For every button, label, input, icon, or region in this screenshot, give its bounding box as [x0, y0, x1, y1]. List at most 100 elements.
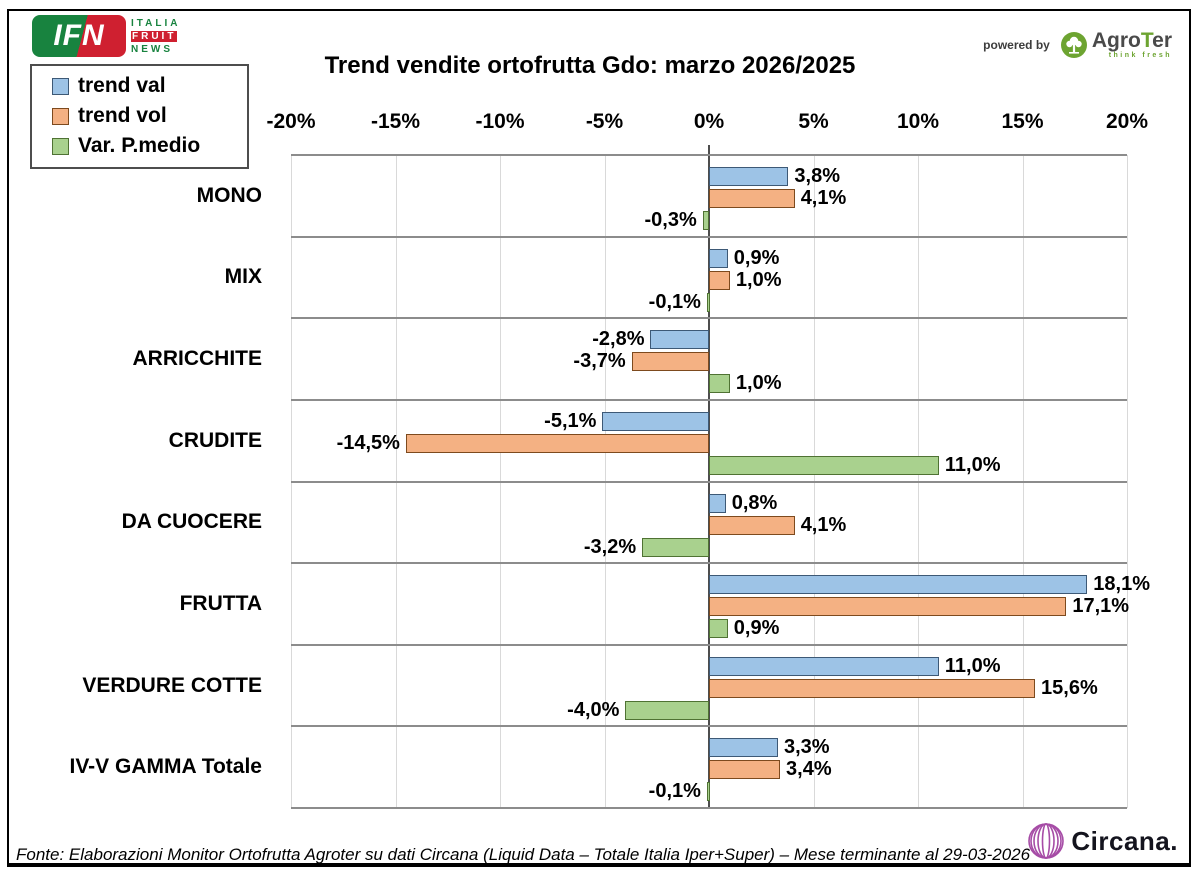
category-label: MIX	[224, 265, 262, 289]
row-separator	[291, 562, 1127, 565]
plot-area: 3,8% 4,1% -0,3% 0,9% 1,0% -0,1% -2,8% -3,7% 1,0%…	[291, 145, 1150, 809]
bar-value-label: 15,6%	[1041, 676, 1098, 699]
footer-source: Fonte: Elaborazioni Monitor Ortofrutta A…	[16, 845, 1031, 864]
circana-rings-icon	[1028, 823, 1065, 859]
bar-value-label: 3,4%	[786, 758, 832, 781]
axis-tick-label: -15%	[370, 110, 421, 133]
axis-tick-label: -10%	[475, 110, 525, 133]
category-label: CRUDITE	[168, 428, 262, 452]
legend-label: Var. P.medio	[78, 134, 201, 157]
category-label: IV-V GAMMA Totale	[69, 755, 262, 779]
axis-tick-label: 15%	[1001, 110, 1044, 133]
agroter-tree-icon	[1060, 31, 1087, 58]
powered-by: powered by AgroTer think fresh	[983, 30, 1172, 59]
bar-value-label: 0,9%	[733, 246, 780, 269]
bar-value-label: 4,1%	[800, 513, 847, 536]
bar-trend-val	[709, 575, 1088, 595]
bar-var-p-medio	[706, 292, 710, 312]
bar-value-label: 4,1%	[800, 187, 847, 209]
bar-trend-vol	[631, 352, 709, 372]
category-label: FRUTTA	[179, 591, 262, 615]
agroter-logo: AgroTer think fresh	[1060, 30, 1172, 59]
circana-logo: Circana.	[1027, 820, 1178, 862]
legend: trend val trend vol Var. P.medio	[30, 64, 249, 169]
axis-tick-label: 20%	[1105, 110, 1149, 133]
row-separator	[291, 643, 1127, 646]
agroter-name: AgroTer	[1091, 29, 1172, 52]
circana-wordmark: Circana.	[1071, 825, 1178, 856]
zero-axis-line	[708, 145, 710, 808]
bar-var-p-medio	[709, 374, 730, 394]
axis-tick-label: 0%	[693, 110, 725, 133]
axis-tick-label: -20%	[266, 110, 316, 133]
category-label: MONO	[196, 183, 262, 207]
bar-value-label: -2,8%	[592, 328, 645, 351]
bar-var-p-medio	[706, 782, 710, 802]
ifn-italia-label: ITALIA	[131, 17, 181, 29]
legend-item-trend-vol: trend vol	[52, 103, 247, 129]
row-separator	[291, 807, 1127, 809]
legend-swatch-var-pmedio-icon	[52, 137, 69, 155]
axis-tick-label: 5%	[798, 110, 829, 133]
bar-value-label: -5,1%	[544, 409, 597, 432]
legend-swatch-trend-vol-icon	[52, 107, 69, 125]
ifn-fruit-label: FRUIT	[131, 30, 178, 42]
bar-value-label: -14,5%	[336, 431, 400, 454]
bar-value-label: -4,0%	[567, 698, 620, 721]
bar-trend-vol	[709, 270, 730, 290]
bar-trend-vol	[709, 760, 781, 780]
agroter-tagline: think fresh	[1108, 52, 1172, 59]
ifn-acronym: IFN	[53, 19, 105, 52]
bar-value-label: 11,0%	[944, 654, 1001, 677]
legend-label: trend val	[78, 74, 166, 97]
bar-var-p-medio	[709, 455, 939, 475]
bar-value-label: -3,7%	[573, 350, 626, 373]
bar-var-p-medio	[702, 211, 709, 230]
bar-trend-vol	[709, 189, 795, 208]
bar-value-label: 0,8%	[731, 491, 778, 514]
bar-value-label: -0,1%	[648, 780, 701, 803]
legend-swatch-trend-val-icon	[52, 77, 69, 95]
row-separator	[291, 235, 1127, 238]
legend-label: trend vol	[78, 104, 167, 127]
row-separator	[291, 398, 1127, 401]
bar-value-label: 17,1%	[1072, 595, 1130, 618]
category-label: VERDURE COTTE	[82, 673, 262, 697]
bar-value-label: -0,1%	[648, 290, 701, 313]
bar-trend-val	[709, 493, 726, 513]
bar-trend-val	[650, 330, 709, 350]
bar-trend-val	[709, 656, 939, 676]
bar-value-label: 1,0%	[735, 268, 782, 291]
category-label: DA CUOCERE	[121, 510, 262, 534]
row-separator	[291, 317, 1127, 320]
axis-tick-label: -5%	[585, 110, 624, 133]
ifn-logo: IFN ITALIA FRUIT NEWS	[32, 15, 180, 57]
bar-value-label: 3,8%	[794, 165, 840, 187]
bar-trend-vol	[709, 515, 795, 535]
bar-trend-val	[709, 167, 789, 186]
bar-value-label: 0,9%	[733, 617, 780, 640]
row-separator	[291, 154, 1127, 156]
row-separator	[291, 480, 1127, 483]
bar-value-label: 18,1%	[1093, 573, 1150, 596]
bar-value-label: -3,2%	[583, 535, 637, 558]
bar-value-label: -0,3%	[644, 209, 697, 231]
bar-value-label: 1,0%	[735, 372, 782, 395]
agroter-text: AgroTer think fresh	[1092, 30, 1172, 59]
row-separator	[291, 725, 1127, 728]
bar-trend-vol	[709, 678, 1036, 698]
ifn-logo-text: ITALIA FRUIT NEWS	[131, 18, 180, 55]
ifn-news-label: NEWS	[131, 43, 173, 55]
chart-title: Trend vendite ortofrutta Gdo: marzo 2026…	[324, 52, 856, 79]
bar-value-label: 3,3%	[783, 736, 830, 759]
axis-tick-label: 10%	[896, 110, 940, 133]
bar-var-p-medio	[625, 700, 709, 720]
bar-trend-val	[709, 738, 778, 758]
ifn-logo-icon: IFN	[32, 15, 126, 57]
gridline	[1127, 155, 1128, 808]
legend-item-trend-val: trend val	[52, 73, 247, 99]
bar-var-p-medio	[642, 537, 709, 557]
bar-trend-vol	[709, 597, 1067, 617]
bar-trend-vol	[405, 433, 709, 453]
